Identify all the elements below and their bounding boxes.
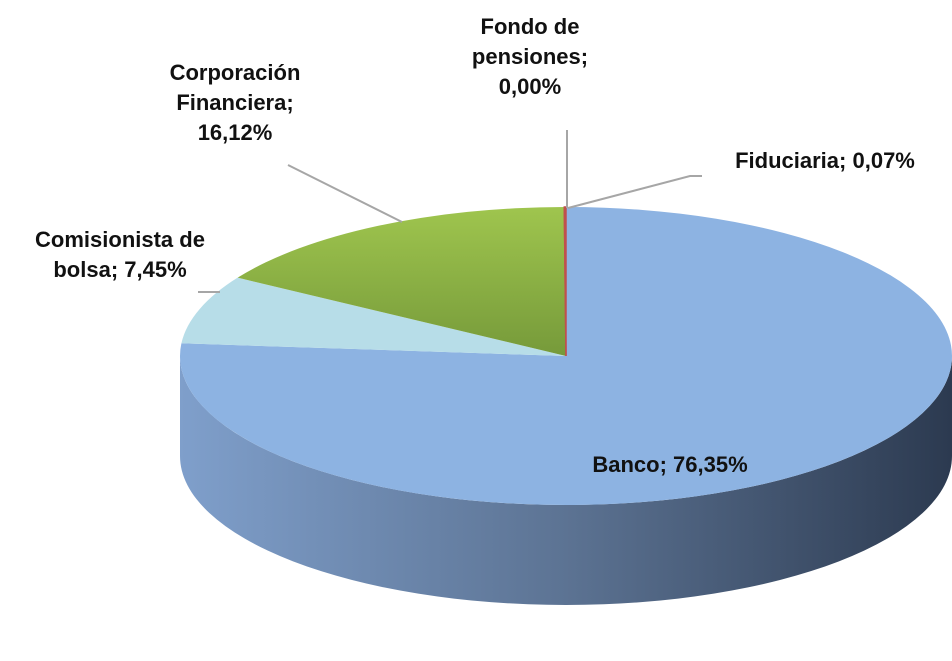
label-part: Fiduciaria bbox=[735, 148, 840, 173]
label-part: 76,35% bbox=[673, 452, 748, 477]
data-label: Fondo de pensiones; 0,00% bbox=[460, 12, 600, 102]
pie-slice bbox=[181, 277, 567, 356]
data-label: Corporación Financiera; 16,12% bbox=[140, 58, 330, 148]
label-part: 0,00% bbox=[498, 74, 562, 99]
label-part: 7,45% bbox=[124, 257, 187, 282]
pie-side bbox=[180, 356, 952, 605]
data-label: Fiduciaria; 0,07% bbox=[700, 146, 950, 176]
leader-line bbox=[567, 175, 702, 209]
pie-slice bbox=[237, 207, 566, 356]
label-part: ; bbox=[286, 90, 294, 115]
label-part: Banco bbox=[592, 452, 660, 477]
label-part: Fondo de pensiones bbox=[471, 14, 581, 69]
data-label: Comisionista de bolsa; 7,45% bbox=[5, 225, 235, 285]
data-label: Banco; 76,35% bbox=[520, 450, 820, 480]
label-part: 0,07% bbox=[852, 148, 915, 173]
label-part: ; bbox=[839, 148, 853, 173]
label-part: Corporación Financiera bbox=[169, 60, 301, 115]
label-part: 16,12% bbox=[197, 120, 273, 145]
pie-slice bbox=[563, 206, 567, 357]
label-part: ; bbox=[659, 452, 674, 477]
label-part: ; bbox=[110, 257, 125, 282]
label-part: ; bbox=[580, 44, 589, 69]
leader-line bbox=[287, 164, 403, 223]
label-part: Comisionista de bolsa bbox=[35, 227, 205, 282]
